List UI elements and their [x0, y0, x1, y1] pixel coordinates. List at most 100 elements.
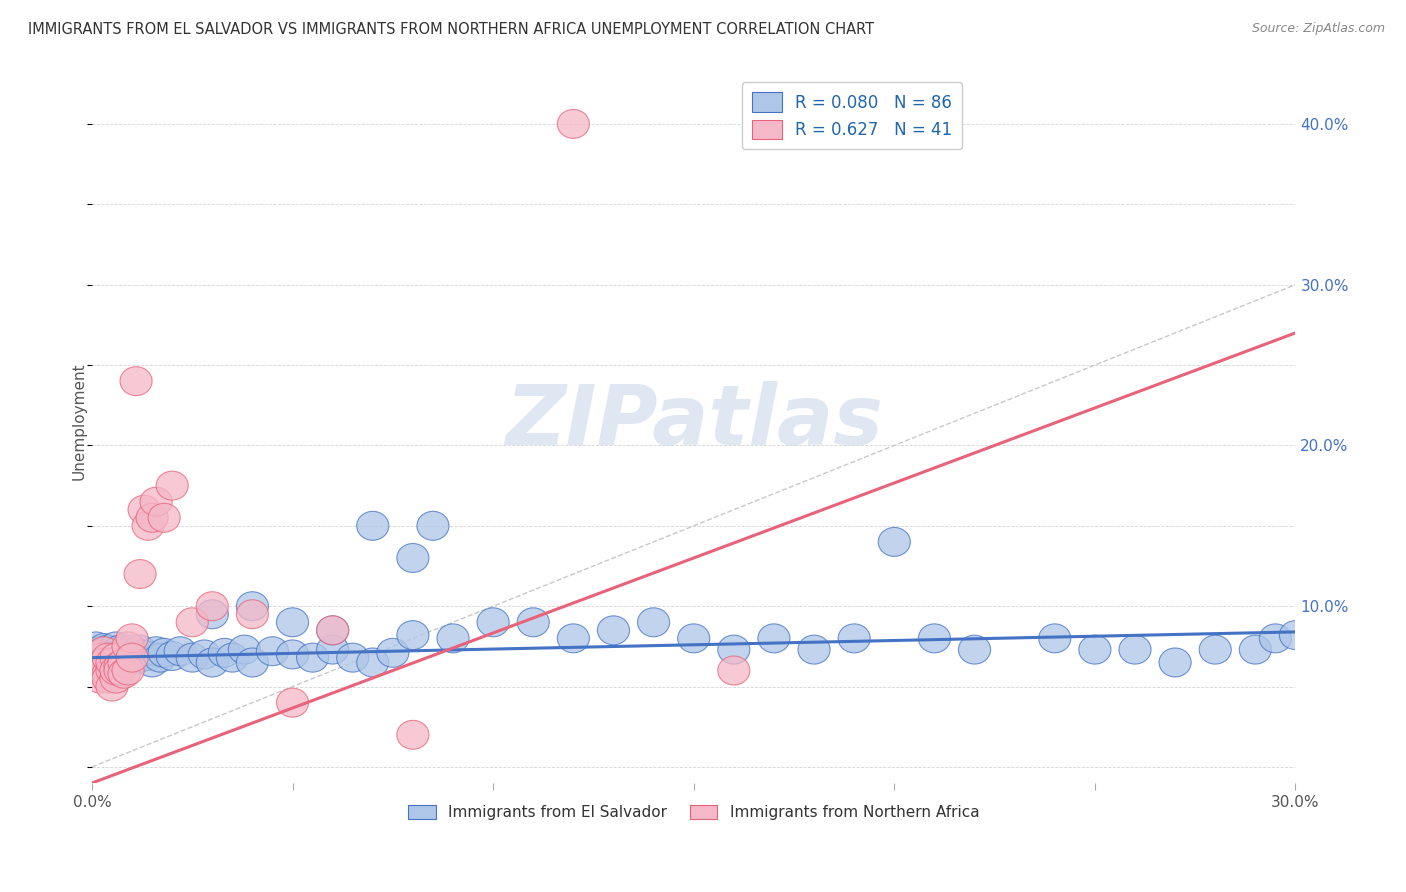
- Ellipse shape: [1078, 635, 1111, 664]
- Ellipse shape: [104, 641, 136, 671]
- Ellipse shape: [316, 615, 349, 645]
- Ellipse shape: [91, 643, 124, 672]
- Ellipse shape: [136, 503, 169, 533]
- Ellipse shape: [96, 648, 128, 677]
- Ellipse shape: [1260, 624, 1292, 653]
- Ellipse shape: [128, 640, 160, 669]
- Ellipse shape: [89, 639, 120, 667]
- Ellipse shape: [418, 511, 449, 541]
- Ellipse shape: [228, 635, 260, 664]
- Ellipse shape: [718, 635, 749, 664]
- Ellipse shape: [96, 648, 128, 677]
- Ellipse shape: [197, 591, 228, 621]
- Ellipse shape: [104, 635, 136, 664]
- Ellipse shape: [80, 648, 112, 677]
- Ellipse shape: [557, 110, 589, 138]
- Ellipse shape: [84, 643, 117, 672]
- Ellipse shape: [100, 643, 132, 672]
- Ellipse shape: [84, 637, 117, 665]
- Ellipse shape: [104, 656, 136, 685]
- Ellipse shape: [357, 511, 389, 541]
- Ellipse shape: [598, 615, 630, 645]
- Ellipse shape: [112, 643, 143, 672]
- Ellipse shape: [838, 624, 870, 653]
- Ellipse shape: [117, 643, 148, 672]
- Ellipse shape: [104, 645, 136, 673]
- Ellipse shape: [112, 647, 143, 675]
- Ellipse shape: [132, 511, 165, 541]
- Ellipse shape: [100, 656, 132, 685]
- Ellipse shape: [84, 648, 117, 677]
- Ellipse shape: [89, 656, 120, 685]
- Ellipse shape: [396, 543, 429, 573]
- Ellipse shape: [80, 640, 112, 669]
- Ellipse shape: [124, 643, 156, 672]
- Ellipse shape: [96, 643, 128, 672]
- Ellipse shape: [1159, 648, 1191, 677]
- Ellipse shape: [156, 471, 188, 500]
- Ellipse shape: [678, 624, 710, 653]
- Ellipse shape: [236, 591, 269, 621]
- Text: ZIPatlas: ZIPatlas: [505, 381, 883, 462]
- Ellipse shape: [100, 664, 132, 693]
- Ellipse shape: [336, 643, 368, 672]
- Ellipse shape: [112, 639, 143, 667]
- Text: IMMIGRANTS FROM EL SALVADOR VS IMMIGRANTS FROM NORTHERN AFRICA UNEMPLOYMENT CORR: IMMIGRANTS FROM EL SALVADOR VS IMMIGRANT…: [28, 22, 875, 37]
- Ellipse shape: [879, 527, 910, 557]
- Ellipse shape: [316, 615, 349, 645]
- Ellipse shape: [89, 647, 120, 675]
- Ellipse shape: [176, 643, 208, 672]
- Ellipse shape: [143, 643, 176, 672]
- Ellipse shape: [80, 640, 112, 669]
- Ellipse shape: [165, 637, 197, 665]
- Ellipse shape: [100, 632, 132, 661]
- Ellipse shape: [1119, 635, 1152, 664]
- Ellipse shape: [197, 599, 228, 629]
- Ellipse shape: [84, 656, 117, 685]
- Ellipse shape: [148, 639, 180, 667]
- Ellipse shape: [96, 640, 128, 669]
- Text: Source: ZipAtlas.com: Source: ZipAtlas.com: [1251, 22, 1385, 36]
- Ellipse shape: [112, 632, 143, 661]
- Ellipse shape: [637, 607, 669, 637]
- Ellipse shape: [918, 624, 950, 653]
- Ellipse shape: [132, 641, 165, 671]
- Ellipse shape: [124, 559, 156, 589]
- Ellipse shape: [100, 647, 132, 675]
- Ellipse shape: [89, 637, 120, 665]
- Ellipse shape: [104, 651, 136, 681]
- Ellipse shape: [236, 648, 269, 677]
- Ellipse shape: [517, 607, 550, 637]
- Ellipse shape: [148, 503, 180, 533]
- Ellipse shape: [799, 635, 830, 664]
- Ellipse shape: [117, 641, 148, 671]
- Ellipse shape: [1239, 635, 1271, 664]
- Ellipse shape: [1039, 624, 1071, 653]
- Ellipse shape: [156, 641, 188, 671]
- Legend: Immigrants from El Salvador, Immigrants from Northern Africa: Immigrants from El Salvador, Immigrants …: [402, 798, 986, 826]
- Ellipse shape: [108, 648, 141, 677]
- Ellipse shape: [120, 367, 152, 395]
- Ellipse shape: [758, 624, 790, 653]
- Ellipse shape: [1279, 621, 1312, 649]
- Ellipse shape: [277, 689, 308, 717]
- Ellipse shape: [91, 635, 124, 664]
- Ellipse shape: [91, 645, 124, 673]
- Ellipse shape: [141, 637, 172, 665]
- Y-axis label: Unemployment: Unemployment: [72, 362, 86, 480]
- Ellipse shape: [96, 672, 128, 701]
- Ellipse shape: [91, 659, 124, 689]
- Ellipse shape: [91, 664, 124, 693]
- Ellipse shape: [96, 637, 128, 665]
- Ellipse shape: [236, 599, 269, 629]
- Ellipse shape: [718, 656, 749, 685]
- Ellipse shape: [117, 635, 148, 664]
- Ellipse shape: [357, 648, 389, 677]
- Ellipse shape: [396, 721, 429, 749]
- Ellipse shape: [89, 648, 120, 677]
- Ellipse shape: [89, 633, 120, 663]
- Ellipse shape: [197, 648, 228, 677]
- Ellipse shape: [136, 648, 169, 677]
- Ellipse shape: [120, 639, 152, 667]
- Ellipse shape: [437, 624, 470, 653]
